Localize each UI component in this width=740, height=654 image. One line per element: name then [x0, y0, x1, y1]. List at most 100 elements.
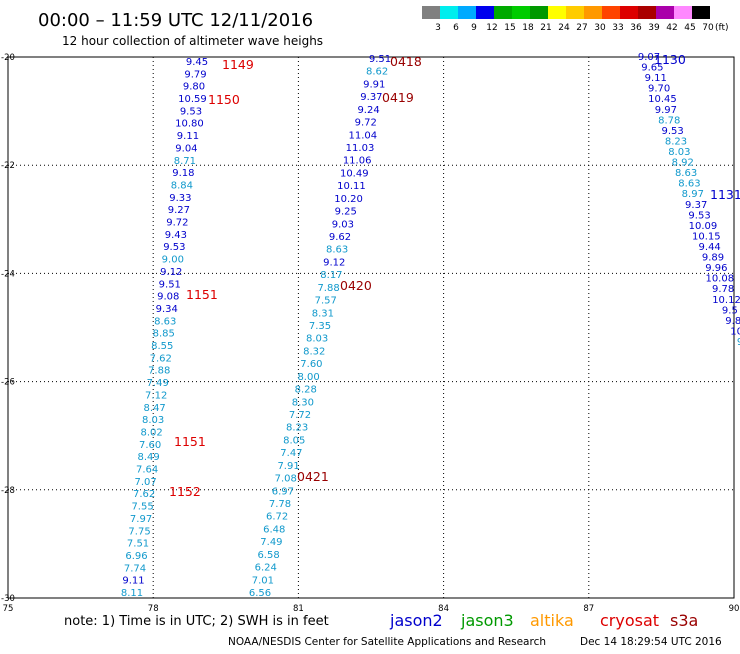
longitude-tick-label: 81: [293, 604, 304, 614]
wave-height-label: 8.23: [286, 423, 308, 434]
time-label: 1131: [710, 187, 740, 202]
wave-height-label: 9.33: [169, 193, 191, 204]
wave-height-label: 7.57: [315, 296, 337, 307]
longitude-tick-labels: 75 78 81 84 87 90: [3, 604, 740, 614]
satellite-track: 9.079.659.119.7010.459.978.789.538.238.0…: [638, 52, 740, 348]
wave-height-label: 6.96: [125, 551, 147, 562]
legend-label: 27: [576, 23, 587, 33]
wave-height-color-legend: 3 6 9 12 15 18 21 24 27 30 33 36 39 42 45 70: [422, 6, 714, 33]
wave-height-label: 7.75: [128, 526, 150, 537]
legend-label: 15: [504, 23, 515, 33]
wave-height-label: 10.20: [334, 194, 363, 205]
wave-height-label: 7.72: [289, 410, 311, 421]
wave-height-label: 9.72: [166, 218, 188, 229]
wave-height-label: 8.00: [297, 372, 319, 383]
wave-height-label: 9.11: [645, 73, 667, 84]
legend-label: 21: [540, 23, 551, 33]
legend-swatch: [494, 6, 512, 19]
wave-height-label: 8.47: [144, 403, 166, 414]
wave-height-label: 9.51: [159, 279, 181, 290]
wave-height-label: 7.01: [252, 575, 274, 586]
wave-height-label: 9.07: [638, 52, 660, 63]
wave-height-label: 8.63: [678, 179, 700, 190]
legend-label: 6: [453, 23, 459, 33]
wave-height-label: 10.15: [692, 231, 721, 242]
legend-label: 12: [486, 23, 497, 33]
wave-height-label: 9.53: [180, 106, 202, 117]
longitude-tick-label: 75: [3, 604, 14, 614]
satellite-track: 9.459.799.8010.599.5310.809.119.048.719.…: [121, 57, 254, 599]
wave-height-label: 9.00: [162, 255, 184, 266]
time-label: 1150: [208, 92, 240, 107]
legend-label: 3: [435, 23, 441, 33]
legend-label: 39: [648, 23, 660, 33]
wave-height-label: 7.88: [148, 366, 170, 377]
wave-height-label: 9.45: [186, 57, 208, 68]
wave-height-label: 6.97: [272, 486, 294, 497]
legend-swatch: [530, 6, 548, 19]
wave-height-label: 9.65: [641, 63, 663, 74]
wave-height-label: 9.34: [156, 304, 178, 315]
longitude-tick-label: 78: [148, 604, 159, 614]
time-label: 0418: [390, 54, 422, 69]
wave-height-label: 9.04: [175, 143, 197, 154]
wave-height-label: 8.03: [306, 334, 328, 345]
satellite-name: jason3: [460, 611, 514, 630]
satellite-track: 9.518.629.919.379.249.7211.0411.0311.061…: [249, 54, 422, 599]
wave-height-label: 7.78: [269, 499, 291, 510]
legend-swatch: [440, 6, 458, 19]
time-label: 1151: [186, 287, 218, 302]
wave-height-label: 7.74: [124, 563, 146, 574]
wave-height-label: 10.59: [178, 94, 207, 105]
wave-height-label: 7.08: [275, 474, 297, 485]
lat-lon-grid: [7, 56, 735, 599]
wave-height-label: 11.04: [349, 130, 378, 141]
wave-height-label: 9.11: [122, 576, 144, 587]
wave-height-label: 8.03: [668, 147, 690, 158]
wave-height-label: 7.51: [127, 539, 149, 550]
wave-height-label: 8.05: [283, 435, 305, 446]
wave-height-label: 7.49: [260, 537, 282, 548]
wave-height-label: 9.27: [168, 205, 190, 216]
legend-label: 30: [594, 23, 606, 33]
legend-swatch: [548, 6, 566, 19]
latitude-tick-label: -30: [1, 594, 15, 604]
longitude-tick-label: 87: [583, 604, 594, 614]
latitude-tick-label: -26: [1, 378, 15, 388]
latitude-tick-label: -20: [1, 53, 15, 63]
chart-subtitle: 12 hour collection of altimeter wave hei…: [62, 34, 323, 48]
legend-label: 45: [684, 23, 695, 33]
footer-timestamp: Dec 14 18:29:54 UTC 2016: [580, 636, 722, 648]
wave-height-label: 8.71: [174, 156, 196, 167]
wave-height-label: 8.92: [672, 158, 694, 169]
legend-label: 42: [666, 23, 677, 33]
latitude-tick-label: -28: [1, 486, 15, 496]
chart-title: 00:00 – 11:59 UTC 12/11/2016: [38, 10, 313, 31]
wave-height-label: 10.80: [175, 119, 204, 130]
wave-height-label: 8.03: [142, 415, 164, 426]
wave-height-label: 8.23: [665, 136, 687, 147]
legend-unit: (ft): [715, 23, 729, 33]
wave-height-label: 6.58: [257, 550, 279, 561]
wave-height-label: 9.53: [661, 126, 683, 137]
wave-height-label: 7.55: [131, 502, 153, 513]
wave-height-label: 7.07: [134, 477, 156, 488]
legend-swatch: [566, 6, 584, 19]
legend-label: 33: [612, 23, 623, 33]
wave-height-label: 9.80: [183, 82, 205, 93]
legend-swatch: [602, 6, 620, 19]
satellite-legend: jason2 jason3 altika cryosat s3a: [389, 611, 698, 630]
time-label: 1130: [654, 52, 686, 67]
legend-swatch: [458, 6, 476, 19]
legend-swatch: [584, 6, 602, 19]
wave-height-label: 7.97: [130, 514, 152, 525]
wave-height-label: 7.64: [136, 465, 158, 476]
wave-height-label: 10: [730, 326, 740, 337]
wave-height-label: 9.11: [177, 131, 199, 142]
wave-height-label: 10.11: [337, 181, 366, 192]
legend-label: 70: [702, 23, 714, 33]
legend-swatch: [476, 6, 494, 19]
longitude-tick-label: 90: [729, 604, 740, 614]
wave-height-label: 9.91: [363, 79, 385, 90]
